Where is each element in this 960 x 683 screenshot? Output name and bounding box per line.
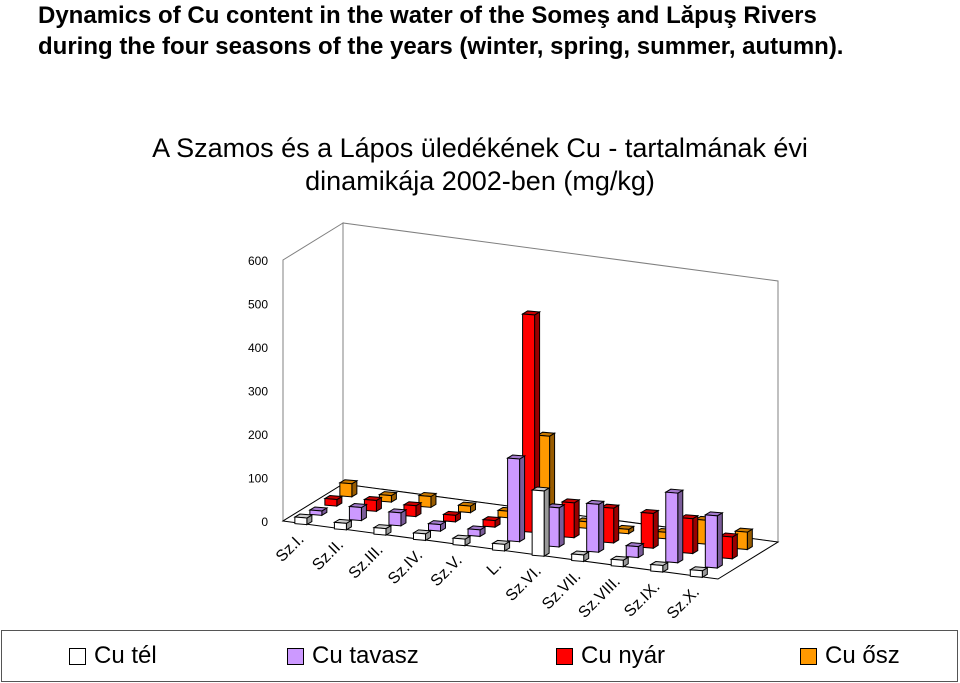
legend-swatch-autumn	[800, 647, 817, 665]
bar-autumn-front	[378, 494, 392, 503]
bar-spring-front	[467, 528, 481, 537]
bar-spring-side	[519, 455, 526, 543]
bar-winter-front	[413, 532, 426, 541]
page-heading-line2: during the four seasons of the years (wi…	[38, 33, 844, 60]
chart-title-line2: dinamikája 2002-ben (mg/kg)	[305, 166, 655, 196]
bar-spring-front	[348, 506, 362, 522]
bar-spring-front	[625, 545, 639, 559]
x-tick-label: Sz.III.	[346, 542, 387, 583]
legend-item-summer: Cu nyár	[556, 643, 665, 669]
x-tick-label: Sz.IV.	[385, 547, 426, 588]
x-tick-label: L.	[484, 557, 505, 578]
legend-swatch-spring	[287, 647, 304, 665]
legend-swatch-summer	[556, 647, 573, 665]
bar-autumn-front	[418, 494, 432, 508]
y-tick-label: 500	[248, 298, 268, 312]
x-tick-label: Sz.X.	[664, 584, 703, 623]
bar-spring-front	[665, 491, 679, 564]
x-tick-label: Sz.IX.	[621, 578, 663, 620]
y-tick-label: 0	[261, 515, 268, 529]
bar-spring-front	[704, 514, 718, 569]
bar-spring-side	[558, 503, 565, 548]
bar-spring-front	[309, 509, 323, 516]
bar-winter-front	[571, 553, 585, 563]
bar-summer-front	[363, 498, 377, 512]
bar-summer-front	[324, 498, 338, 507]
bar-winter-front	[492, 542, 506, 552]
bar-summer-front	[482, 519, 496, 528]
chart-title-line1: A Szamos és a Lápos üledékének Cu - tart…	[152, 133, 808, 163]
x-tick-label: Sz.I.	[273, 531, 308, 566]
bar-summer-side	[652, 509, 659, 550]
x-tick-label: Sz.II.	[309, 536, 347, 574]
y-tick-label: 400	[248, 341, 268, 355]
y-tick-label: 600	[248, 254, 268, 268]
bar-summer-front	[403, 504, 417, 518]
bar-spring-front	[586, 502, 600, 553]
page-heading-line1: Dynamics of Cu content in the water of t…	[38, 2, 817, 29]
legend-item-autumn: Cu ősz	[800, 643, 900, 669]
bar-autumn-front	[339, 482, 353, 498]
y-tick-label: 200	[248, 428, 268, 442]
chart-legend: Cu tél Cu tavasz Cu nyár Cu ősz	[1, 630, 958, 682]
bar-winter-front	[610, 558, 624, 568]
bar-spring-side	[677, 489, 684, 564]
bar-spring-front	[507, 457, 521, 543]
bar-winter-front	[452, 537, 466, 547]
legend-item-spring: Cu tavasz	[287, 643, 419, 669]
bar-winter-front	[650, 563, 664, 573]
side-wall	[282, 222, 344, 522]
bar-spring-front	[428, 523, 441, 532]
bar-summer-front	[443, 513, 456, 523]
bar-summer-side	[731, 533, 738, 560]
legend-label-summer: Cu nyár	[581, 642, 666, 669]
bar-winter-front	[689, 569, 703, 578]
legend-label-autumn: Cu ősz	[825, 642, 900, 669]
bar-winter-front	[373, 527, 387, 536]
bar-autumn-front	[458, 504, 471, 514]
bar-summer-front	[640, 511, 654, 549]
bar-summer-front	[522, 313, 536, 533]
bar-spring-side	[598, 500, 605, 554]
legend-item-winter: Cu tél	[69, 643, 157, 669]
bar-winter-front	[333, 521, 347, 531]
bar-winter-front	[294, 516, 308, 526]
bar-winter-front	[531, 489, 545, 557]
page-heading: Dynamics of Cu content in the water of t…	[38, 0, 938, 62]
legend-swatch-winter	[69, 647, 86, 665]
y-tick-label: 300	[248, 385, 268, 399]
bar-spring-front	[388, 511, 402, 527]
legend-label-spring: Cu tavasz	[312, 642, 419, 669]
chart-title: A Szamos és a Lápos üledékének Cu - tart…	[60, 132, 900, 198]
bar-summer-side	[692, 514, 699, 555]
bar-spring-side	[716, 511, 723, 569]
bar-summer-side	[573, 499, 580, 539]
bar-summer-side	[613, 504, 620, 544]
legend-label-winter: Cu tél	[94, 642, 157, 669]
y-tick-label: 100	[248, 472, 268, 486]
x-tick-label: Sz.V.	[428, 552, 466, 590]
bar-winter-side	[543, 487, 550, 558]
x-tick-label: Sz.VI.	[503, 563, 545, 605]
